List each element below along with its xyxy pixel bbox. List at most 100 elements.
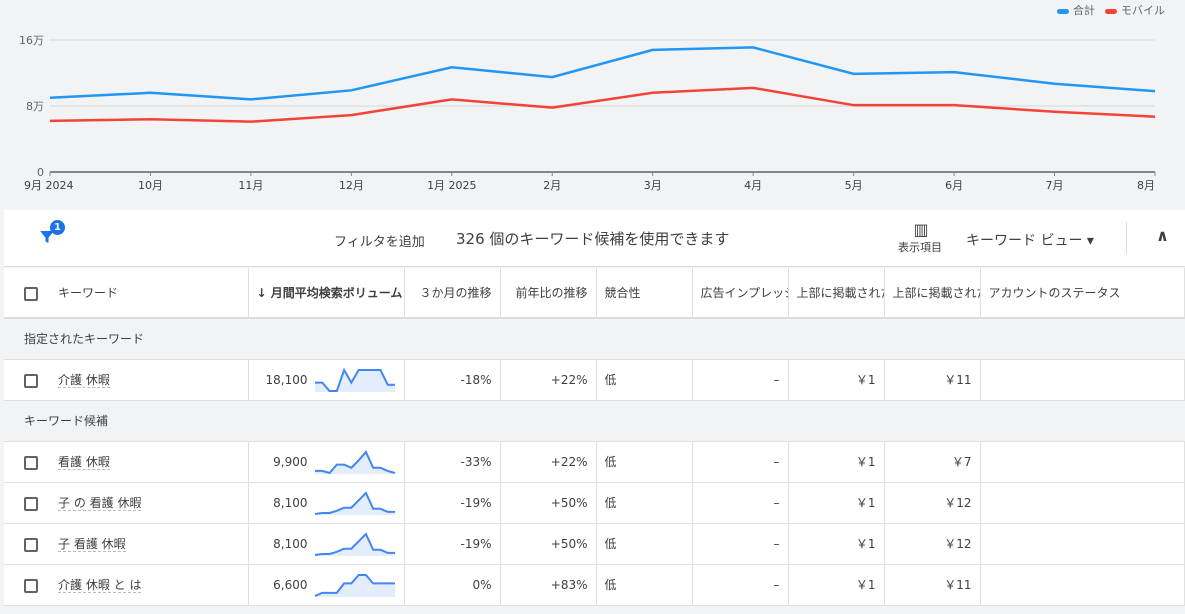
row-checkbox[interactable]: [24, 537, 38, 552]
select-all-checkbox[interactable]: [24, 286, 38, 301]
columns-button[interactable]: ▥ 表示項目: [892, 220, 948, 255]
filter-button[interactable]: [38, 228, 56, 249]
row-checkbox[interactable]: [24, 496, 38, 511]
keyword-cell: 子 看護 休暇: [4, 523, 249, 565]
columns-icon: ▥: [913, 220, 928, 239]
table-row[interactable]: 看護 休暇 9,900 -33% +22% 低 – ￥1 ￥7: [4, 441, 1185, 483]
x-tick-label: 7月: [1046, 179, 1064, 192]
sparkline-line: [314, 531, 395, 556]
keyword-table: キーワード ↓ 月間平均検索ボリューム ３か月の推移 前年比の推移 競合性 広告インプレッ…: [4, 268, 1185, 606]
filter-icon: [40, 231, 54, 243]
column-header[interactable]: 上部に掲載されたページの入札単価（高額帯）: [884, 268, 981, 319]
top-bid-high: ￥11: [884, 564, 981, 606]
column-header[interactable]: キーワード: [4, 268, 249, 319]
impression-share: –: [692, 359, 789, 401]
column-header-label: ３か月の推移: [419, 286, 492, 300]
volume-value: 6,600: [273, 577, 308, 592]
top-bid-high: ￥11: [884, 359, 981, 401]
keyword-toolbar: 1 フィルタを追加 326 個のキーワード候補を使用できます ▥ 表示項目 キーワ…: [4, 210, 1185, 267]
x-tick-label: 11月: [238, 179, 263, 192]
row-checkbox[interactable]: [24, 455, 38, 470]
keyword-cell: 看護 休暇: [4, 441, 249, 483]
three-month-change: 0%: [404, 564, 501, 606]
search-volume-chart: 0 8万 16万 9月 2024 10月 11月 12月 1月 2025 2月 3月 4月 5月 6月 7…: [19, 34, 1156, 192]
x-tick-label: 2月: [543, 179, 561, 192]
competition: 低: [596, 359, 693, 401]
three-month-change: -19%: [404, 482, 501, 524]
keyword-text[interactable]: 介護 休暇: [58, 373, 110, 388]
table-row[interactable]: 子 看護 休暇 8,100 -19% +50% 低 – ￥1 ￥12: [4, 523, 1185, 565]
volume-value: 8,100: [273, 495, 308, 510]
column-header[interactable]: 競合性: [596, 268, 693, 319]
competition: 低: [596, 441, 693, 483]
collapse-icon[interactable]: ∧: [1156, 226, 1169, 245]
trend-sparkline[interactable]: [314, 367, 396, 393]
account-status: [980, 564, 1185, 606]
trend-sparkline[interactable]: [314, 572, 396, 598]
volume-cell: 6,600: [248, 564, 405, 606]
column-header[interactable]: ３か月の推移: [404, 268, 501, 319]
row-checkbox[interactable]: [24, 578, 38, 593]
column-header[interactable]: ↓ 月間平均検索ボリューム: [248, 268, 405, 319]
divider: [1126, 222, 1127, 254]
keyword-text[interactable]: 看護 休暇: [58, 455, 110, 470]
sparkline-line: [314, 367, 395, 392]
three-month-change: -33%: [404, 441, 501, 483]
x-tick-label: 10月: [138, 179, 163, 192]
keyword-text[interactable]: 子 看護 休暇: [58, 537, 126, 552]
impression-share: –: [692, 441, 789, 483]
account-status: [980, 482, 1185, 524]
impression-share: –: [692, 482, 789, 524]
keyword-cell: 介護 休暇: [4, 359, 249, 401]
account-status: [980, 523, 1185, 565]
table-row[interactable]: 子 の 看護 休暇 8,100 -19% +50% 低 – ￥1 ￥12: [4, 482, 1185, 524]
column-header[interactable]: 広告インプレッション シェア: [692, 268, 789, 319]
column-header-label: ↓ 月間平均検索ボリューム: [256, 286, 403, 300]
column-header-label: 競合性: [604, 286, 641, 300]
column-header-label: 広告インプレッション シェア: [700, 286, 788, 300]
column-header[interactable]: 上部に掲載されたページの入札単価（低額帯）: [788, 268, 885, 319]
volume-cell: 8,100: [248, 482, 405, 524]
three-month-change: -19%: [404, 523, 501, 565]
group-header: キーワード候補: [4, 400, 1185, 442]
column-header[interactable]: 前年比の推移: [500, 268, 597, 319]
legend-item-total[interactable]: 合計: [1057, 2, 1095, 18]
column-header-label: 前年比の推移: [515, 286, 588, 300]
legend-item-mobile[interactable]: モバイル: [1105, 2, 1165, 18]
keyword-view-dropdown[interactable]: キーワード ビュー ▾: [966, 233, 1094, 249]
column-header-label: キーワード: [58, 286, 119, 300]
yoy-change: +50%: [500, 482, 597, 524]
table-row[interactable]: 介護 休暇 と は 6,600 0% +83% 低 – ￥1 ￥11: [4, 564, 1185, 606]
trend-sparkline[interactable]: [314, 531, 396, 557]
keyword-text[interactable]: 介護 休暇 と は: [58, 578, 142, 593]
competition: 低: [596, 564, 693, 606]
volume-value: 18,100: [265, 372, 308, 387]
yoy-change: +22%: [500, 441, 597, 483]
chart-legend: 合計 モバイル: [1057, 2, 1165, 18]
keyword-text[interactable]: 子 の 看護 休暇: [58, 496, 142, 511]
yoy-change: +83%: [500, 564, 597, 606]
trend-sparkline[interactable]: [314, 449, 396, 475]
column-header-label: 上部に掲載されたページの入札単価（高額帯）: [892, 286, 980, 300]
table-row[interactable]: 介護 休暇 18,100 -18% +22% 低 – ￥1 ￥11: [4, 359, 1185, 401]
add-filter-button[interactable]: フィルタを追加: [334, 235, 425, 250]
three-month-change: -18%: [404, 359, 501, 401]
sparkline-line: [314, 573, 395, 597]
yoy-change: +50%: [500, 523, 597, 565]
x-tick-label: 3月: [644, 179, 662, 192]
yoy-change: +22%: [500, 359, 597, 401]
column-header[interactable]: アカウントのステータス: [980, 268, 1185, 319]
sparkline-area: [314, 369, 395, 392]
y-tick-label: 16万: [19, 34, 44, 47]
sparkline-line: [314, 449, 395, 474]
impression-share: –: [692, 564, 789, 606]
x-tick-label: 12月: [339, 179, 364, 192]
top-bid-low: ￥1: [788, 523, 885, 565]
row-checkbox[interactable]: [24, 373, 38, 388]
competition: 低: [596, 482, 693, 524]
keyword-cell: 介護 休暇 と は: [4, 564, 249, 606]
keyword-cell: 子 の 看護 休暇: [4, 482, 249, 524]
y-tick-label: 0: [37, 166, 44, 179]
top-bid-high: ￥12: [884, 523, 981, 565]
trend-sparkline[interactable]: [314, 490, 396, 516]
